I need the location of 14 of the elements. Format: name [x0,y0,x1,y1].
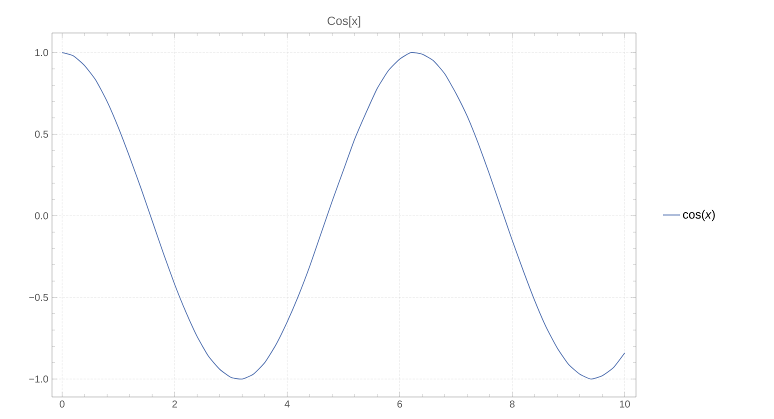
x-tick-label: 2 [172,400,177,408]
x-tick-label: 0 [60,400,65,408]
y-tick-label: −0.5 [29,294,48,301]
line-series [62,52,626,380]
y-tick-label: −1.0 [29,375,48,383]
x-tick-label: 8 [510,400,515,408]
y-tick-label: 0.0 [34,212,48,220]
x-tick-label: 10 [620,400,630,408]
x-tick-label: 4 [284,400,290,408]
x-tick-label: 6 [397,400,402,408]
legend-label: cos(x) [683,210,715,222]
y-tick-label: 0.5 [34,130,48,138]
chart-title: Cos[x] [328,16,360,28]
y-tick-label: 1.0 [35,49,48,56]
